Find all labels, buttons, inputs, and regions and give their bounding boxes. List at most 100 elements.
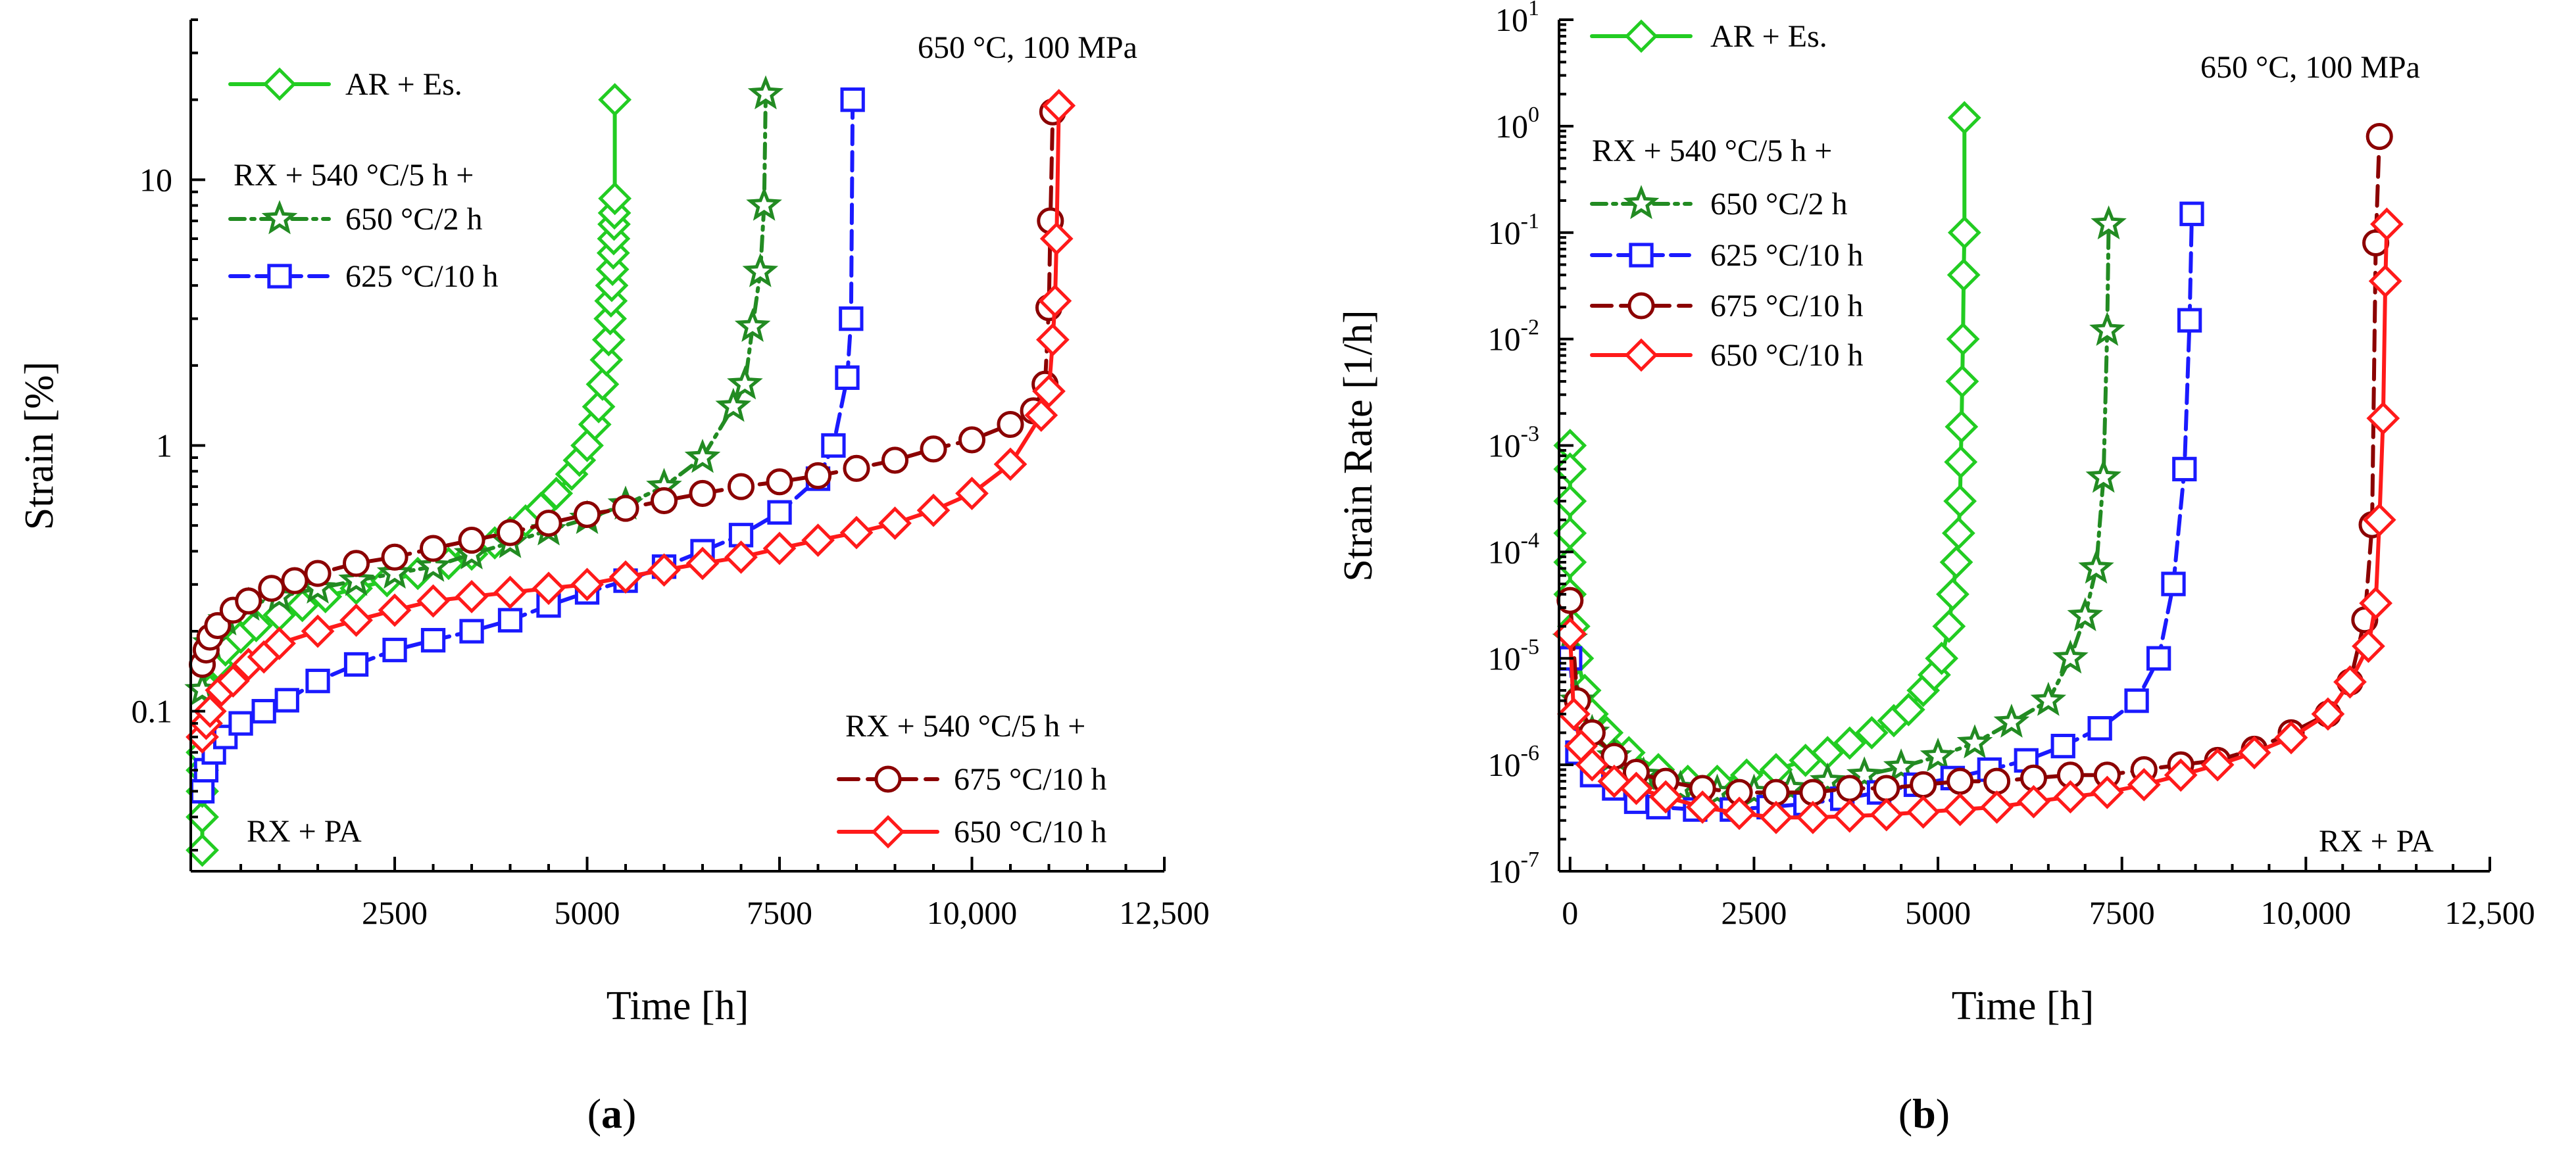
panel-a-y-tick-label: 10 — [139, 161, 172, 198]
panel-a-legend-label-rx625-10: 625 °C/10 h — [345, 259, 499, 294]
panel-a-data-point-rx650_10 — [1038, 284, 1072, 318]
panel-a-data-point-ar — [598, 83, 632, 117]
panel-a-data-point-rx650_10 — [608, 560, 643, 594]
panel-a-data-point-rx650_10 — [493, 575, 527, 610]
panel-a-data-point-rx625_10 — [420, 628, 446, 653]
panel-b-data-point-rx675_10 — [1873, 775, 1900, 802]
panel-a-data-point-rx650_2 — [742, 252, 779, 287]
panel-a-data-point-rx650_2 — [727, 365, 763, 400]
panel-b-data-point-rx650_2 — [2085, 458, 2121, 493]
panel-b-data-point-ar — [1945, 364, 1979, 398]
panel-b-data-point-ar — [1947, 101, 1981, 135]
panel-a-data-point-rx650_10 — [1035, 323, 1070, 357]
panel-a-legend-sample-rx625-10 — [228, 264, 331, 289]
panel-b-data-point-rx650_2 — [1920, 737, 1956, 772]
panel-a-data-point-ar — [186, 800, 219, 834]
panel-b-data-point-rx625_10 — [2177, 308, 2202, 333]
panel-a-data-point-rx650_10 — [762, 531, 797, 565]
panel-b-data-point-rx625_10 — [2124, 688, 2149, 713]
panel-a-group2-label: RX + 540 °C/5 h + — [845, 709, 1085, 744]
panel-b-data-point-ar — [1553, 484, 1587, 518]
panel-a-legend-sample-rx650-2 — [228, 200, 331, 235]
panel-b-data-point-ar — [1833, 726, 1867, 760]
panel-a-data-point-rx675_10 — [727, 473, 755, 500]
panel-a-legend-sample-rx675-10 — [837, 765, 939, 793]
panel-b-data-point-rx625_10 — [2179, 201, 2204, 226]
panel-a-x-axis-title: Time [h] — [607, 984, 749, 1028]
panel-b-legend-sample-rx650-10 — [1590, 338, 1693, 372]
panel-b-data-point-rx650_10 — [2237, 736, 2271, 770]
panel-b-data-point-rx650_10 — [2333, 665, 2367, 699]
panel-a-data-point-rx675_10 — [496, 519, 524, 546]
panel-a-data-point-rx650_2 — [746, 186, 782, 221]
panel-b-data-point-rx675_10 — [1946, 767, 1974, 795]
panel-b-data-point-rx650_10 — [2090, 775, 2124, 809]
panel-b-data-point-rx650_10 — [1575, 748, 1609, 782]
panel-a-legend-sample-ar — [228, 67, 331, 101]
panel-a-data-point-rx650_2 — [415, 548, 451, 582]
panel-a-legend-label-ar: AR + Es. — [345, 67, 462, 102]
panel-b-data-point-rx650_10 — [2366, 401, 2400, 435]
panel-b-group1-label: RX + 540 °C/5 h + — [1592, 133, 1832, 168]
panel-a-data-point-rx650_2 — [747, 75, 784, 110]
panel-b-y-tick-label: 10-5 — [1488, 635, 1539, 677]
panel-b-data-point-ar — [1925, 641, 1959, 675]
panel-b-data-point-rx675_10 — [1983, 767, 2011, 795]
panel-a-data-point-rx650_10 — [993, 447, 1028, 481]
panel-b-data-point-rx650_10 — [2370, 207, 2404, 241]
panel-b-data-point-rx650_2 — [2052, 639, 2089, 674]
panel-a-data-point-rx650_10 — [1042, 89, 1076, 123]
panel-a-data-point-rx650_10 — [724, 540, 758, 574]
panel-b-legend-label-rx650-10: 650 °C/10 h — [1710, 338, 1864, 373]
panel-b-data-point-ar — [1944, 410, 1979, 444]
panel-a-data-point-rx625_10 — [305, 668, 330, 694]
legend-marker — [1623, 185, 1660, 220]
panel-b-data-point-rx675_10 — [1762, 779, 1790, 806]
panel-a-data-point-rx675_10 — [804, 462, 832, 489]
panel-a-data-point-ar — [585, 367, 620, 401]
legend-marker — [1624, 338, 1658, 372]
panel-b-data-point-rx650_2 — [1993, 704, 2030, 738]
panel-b-x-tick-label: 7500 — [2089, 894, 2155, 931]
panel-a-data-point-rx650_10 — [455, 579, 489, 613]
panel-a-data-point-rx650_10 — [339, 603, 373, 637]
panel-b-data-point-rx650_10 — [1685, 790, 1720, 824]
panel-b-data-point-ar — [1891, 692, 1925, 727]
panel-b-data-point-ar — [1932, 610, 1966, 643]
panel-b-data-point-rx650_2 — [1956, 724, 1993, 759]
panel-b-data-point-rx675_10 — [1910, 771, 1937, 798]
panel-a-data-point-rx675_10 — [258, 575, 285, 602]
panel-b-label: (b) — [1898, 1090, 1950, 1137]
panel-b-legend-sample-ar — [1590, 19, 1693, 53]
panel-b-legend: AR + Es. 650 °C/2 h 625 °C/10 h 675 °C/1… — [1590, 19, 1864, 373]
panel-a-condition-label: 650 °C, 100 MPa — [918, 30, 1137, 65]
panel-a-data-point-ar — [285, 588, 320, 623]
panel-b-y-tick-label: 10-3 — [1488, 422, 1539, 464]
panel-b-x-axis-title: Time [h] — [1952, 984, 2094, 1028]
panel-b-data-point-rx625_10 — [2087, 716, 2112, 741]
panel-a-legend-label-rx675-10: 675 °C/10 h — [954, 762, 1107, 797]
panel-b-data-point-rx650_2 — [2091, 205, 2127, 240]
panel-b-data-point-ar — [1939, 545, 1973, 579]
panel-a-legend-sample-rx650-10 — [837, 815, 939, 849]
panel-a-data-point-rx625_10 — [274, 688, 299, 713]
panel-a-x-tick-labels: 2500 5000 7500 10,000 12,500 — [362, 894, 1210, 931]
panel-a-x-tick-label: 12,500 — [1119, 894, 1210, 931]
panel-b-data-point-ar — [1946, 322, 1980, 356]
panel-b-data-point-rx650_10 — [1722, 796, 1756, 830]
panel-a-data-point-rx650_10 — [1032, 374, 1066, 408]
panel-a-data-point-ar — [578, 408, 612, 441]
panel-b-x-tick-labels: 0 2500 5000 7500 10,000 12,500 — [1562, 894, 2535, 931]
panel-b-y-tick-label: 10-1 — [1488, 209, 1539, 251]
panel-b-base-label: RX + PA — [2319, 824, 2434, 859]
panel-a-data-point-rx650_10 — [570, 567, 604, 602]
panel-b-data-point-rx625_10 — [2161, 571, 2186, 596]
panel-a-y-axis-title: Strain [%] — [17, 362, 62, 531]
panel-b-data-point-rx650_10 — [2274, 721, 2308, 755]
panel-a-data-point-rx675_10 — [573, 500, 601, 528]
panel-a-data-point-ar — [598, 181, 632, 216]
panel-b-y-tick-label: 10-7 — [1488, 848, 1539, 890]
panel-a-data-point-rx650_2 — [376, 554, 413, 589]
panel-a-data-point-ar — [593, 302, 628, 336]
panel-b-data-point-rx650_10 — [1833, 799, 1867, 833]
